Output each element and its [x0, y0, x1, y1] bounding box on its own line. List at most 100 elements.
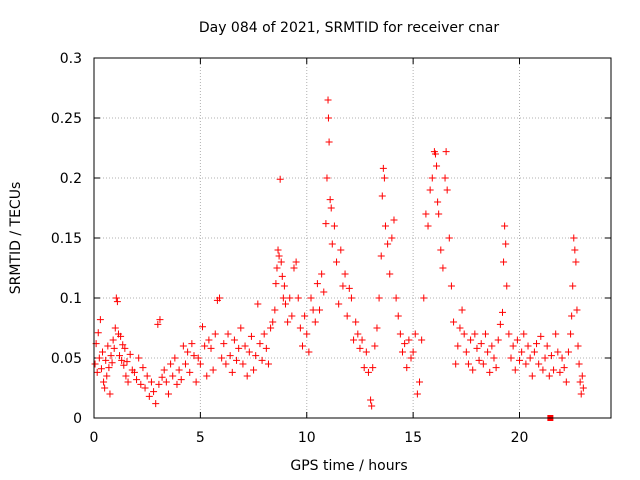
data-point: [102, 356, 110, 364]
data-point: [460, 330, 468, 338]
data-point: [567, 330, 575, 338]
y-axis-label: SRMTID / TECUs: [8, 182, 24, 295]
data-point: [431, 150, 439, 158]
data-point: [267, 324, 275, 332]
data-point: [511, 366, 519, 374]
data-point: [264, 360, 272, 368]
y-tick-label: 0.15: [51, 231, 82, 247]
y-tick-label: 0: [73, 411, 82, 427]
data-point: [135, 354, 143, 362]
data-point: [124, 378, 132, 386]
data-point: [324, 96, 332, 104]
data-point: [241, 342, 249, 350]
data-point: [574, 342, 582, 350]
data-point: [205, 336, 213, 344]
data-point: [537, 332, 545, 340]
data-point: [325, 138, 333, 146]
data-point: [469, 366, 477, 374]
data-point: [452, 360, 460, 368]
data-point: [109, 336, 117, 344]
data-point: [328, 240, 336, 248]
data-point: [290, 264, 298, 272]
plot-frame: [93, 57, 612, 419]
data-point: [501, 222, 509, 230]
data-point: [386, 270, 394, 278]
data-point: [256, 340, 264, 348]
data-point: [435, 210, 443, 218]
data-point: [379, 164, 387, 172]
data-point: [296, 324, 304, 332]
data-point: [354, 330, 362, 338]
data-point: [471, 330, 479, 338]
data-point: [579, 384, 587, 392]
data-point: [107, 352, 115, 360]
data-point: [572, 258, 580, 266]
data-point: [409, 348, 417, 356]
data-point: [552, 330, 560, 338]
data-point: [177, 376, 185, 384]
data-point: [433, 162, 441, 170]
data-point: [484, 348, 492, 356]
data-point: [273, 264, 281, 272]
data-point: [103, 372, 111, 380]
data-point: [558, 354, 566, 362]
data-point: [573, 306, 581, 314]
data-point: [454, 342, 462, 350]
data-point: [190, 352, 198, 360]
data-point: [539, 366, 547, 374]
data-point: [137, 380, 145, 388]
data-point: [375, 294, 383, 302]
data-point: [575, 360, 583, 368]
data-point: [333, 258, 341, 266]
data-point: [218, 354, 226, 362]
data-point: [116, 352, 124, 360]
data-point: [324, 114, 332, 122]
data-point: [437, 246, 445, 254]
data-point: [323, 174, 331, 182]
data-point: [550, 366, 558, 374]
data-point: [158, 373, 166, 381]
data-point: [326, 196, 334, 204]
data-point: [543, 342, 551, 350]
data-point: [509, 342, 517, 350]
data-point: [330, 222, 338, 230]
data-point: [364, 368, 372, 376]
data-point: [279, 294, 287, 302]
data-point: [434, 198, 442, 206]
data-point: [156, 316, 164, 324]
data-point: [179, 342, 187, 350]
data-point: [411, 330, 419, 338]
x-tick-label: 0: [90, 430, 99, 446]
data-point: [428, 174, 436, 182]
data-point: [269, 318, 277, 326]
data-point: [381, 222, 389, 230]
data-point: [275, 252, 283, 260]
data-point: [280, 282, 288, 290]
data-point: [447, 282, 455, 290]
data-point: [91, 360, 99, 368]
data-point: [528, 372, 536, 380]
data-point: [277, 258, 285, 266]
data-point: [110, 344, 118, 352]
data-point: [398, 348, 406, 356]
data-point: [378, 192, 386, 200]
data-point: [322, 220, 330, 228]
x-tick-label: 10: [298, 430, 316, 446]
data-point: [104, 342, 112, 350]
data-point: [545, 372, 553, 380]
data-point: [95, 354, 103, 362]
data-point: [194, 354, 202, 362]
data-point: [272, 280, 280, 288]
data-point: [475, 356, 483, 364]
data-point: [105, 364, 113, 372]
data-point: [371, 342, 379, 350]
data-point: [556, 368, 564, 376]
data-point: [201, 342, 209, 350]
data-point: [533, 340, 541, 348]
data-point: [477, 340, 485, 348]
data-point: [117, 332, 125, 340]
data-point: [535, 360, 543, 368]
data-point: [490, 354, 498, 362]
y-tick-label: 0.25: [51, 111, 82, 127]
